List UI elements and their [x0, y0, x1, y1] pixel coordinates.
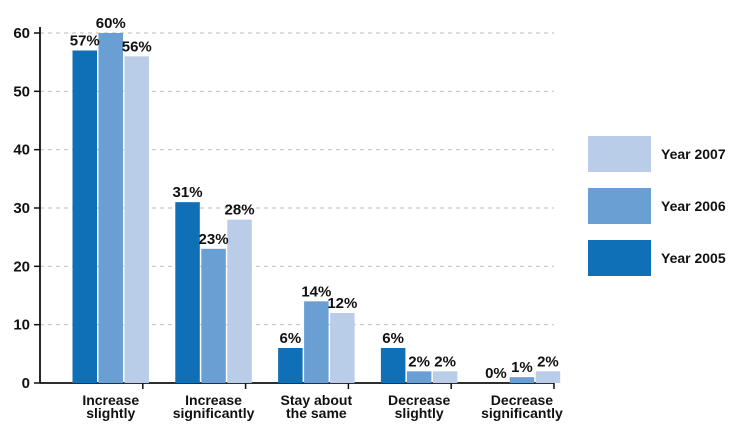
- legend: Year 2007 Year 2006 Year 2005: [588, 136, 726, 276]
- data-label: 14%: [301, 283, 331, 300]
- data-label: 28%: [225, 202, 255, 219]
- y-tick-label: 0: [22, 375, 30, 392]
- category-label-line: the same: [286, 405, 347, 421]
- bar: [72, 50, 97, 383]
- bar: [124, 56, 149, 383]
- data-label: 1%: [511, 359, 533, 376]
- bar: [509, 377, 535, 383]
- category-label-line: significantly: [481, 405, 563, 421]
- data-label: 2%: [408, 353, 430, 370]
- category-label-line: significantly: [173, 405, 255, 421]
- data-label: 31%: [173, 184, 203, 201]
- data-label: 6%: [280, 330, 302, 347]
- data-label: 23%: [199, 231, 229, 248]
- data-label: 56%: [122, 38, 152, 55]
- gridlines: [40, 32, 554, 326]
- data-label: 6%: [382, 330, 404, 347]
- y-tick-label: 30: [13, 200, 30, 217]
- data-label: 2%: [434, 353, 456, 370]
- legend-label: Year 2005: [661, 250, 726, 266]
- bar: [201, 248, 226, 383]
- bar: [406, 371, 432, 383]
- legend-label: Year 2007: [661, 146, 726, 162]
- bar: [535, 371, 561, 383]
- category-label: Stay about the same: [281, 392, 353, 421]
- y-tick-label: 10: [13, 317, 30, 334]
- category-label-line: slightly: [395, 405, 444, 421]
- category-label: Increase slightly: [82, 392, 139, 421]
- data-label: 57%: [70, 33, 100, 50]
- bar: [380, 348, 406, 383]
- category-label-line: Stay about: [281, 392, 353, 408]
- bar: [175, 202, 200, 383]
- category-label-line: Increase: [82, 392, 139, 408]
- category-label-line: Decrease: [491, 392, 553, 408]
- bar: [278, 348, 303, 383]
- bar: [98, 33, 123, 383]
- legend-swatch: [588, 240, 651, 276]
- data-label: 60%: [96, 15, 126, 32]
- bar: [227, 219, 252, 383]
- bar: [304, 301, 329, 383]
- data-label: 12%: [327, 295, 357, 312]
- legend-swatch: [588, 188, 651, 224]
- category-label: Decrease slightly: [388, 392, 450, 421]
- category-label-line: Decrease: [388, 392, 450, 408]
- bar: [432, 371, 458, 383]
- data-label: 0%: [485, 365, 507, 382]
- category-label-line: slightly: [86, 405, 135, 421]
- legend-label: Year 2006: [661, 198, 726, 214]
- category-label: Increase significantly: [173, 392, 255, 421]
- bars: [72, 33, 561, 383]
- y-tick-label: 40: [13, 142, 30, 159]
- legend-swatch: [588, 136, 651, 172]
- data-labels: 57%60%56%31%23%28%6%14%12%6%2% 2%0% 1% 2%: [70, 15, 559, 382]
- data-label: 2%: [537, 353, 559, 370]
- bar: [330, 313, 355, 383]
- y-tick-label: 20: [13, 258, 30, 275]
- category-label: Decrease significantly: [481, 392, 563, 421]
- category-label-line: Increase: [185, 392, 242, 408]
- y-tick-label: 50: [13, 83, 30, 100]
- y-tick-label: 60: [13, 25, 30, 42]
- y-axis-ticks: 0 10 20 30 40 50 60: [13, 25, 40, 392]
